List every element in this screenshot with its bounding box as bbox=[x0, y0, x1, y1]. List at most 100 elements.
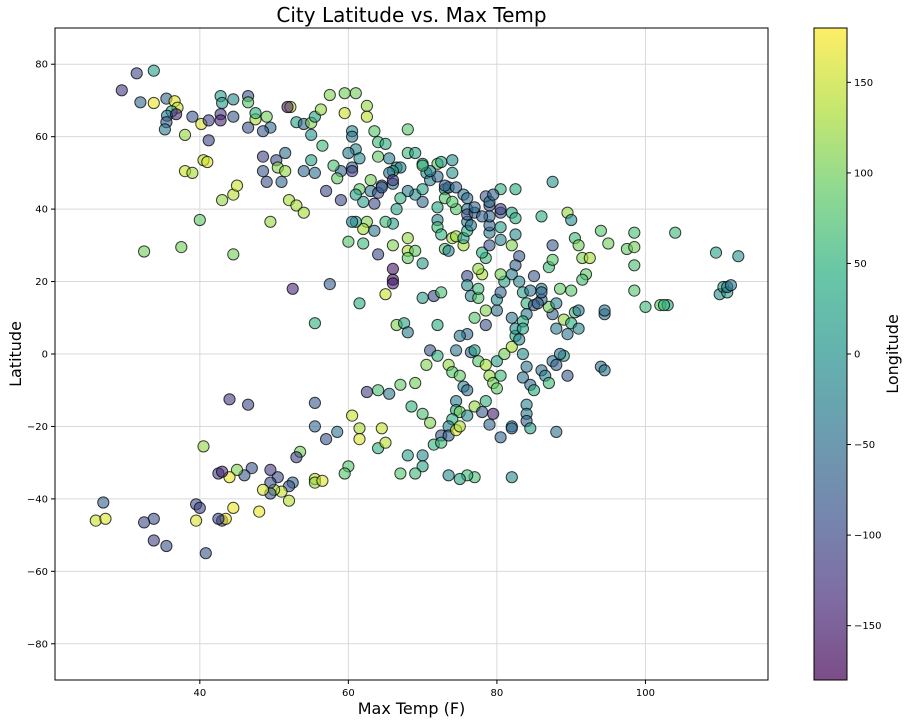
data-point bbox=[431, 349, 444, 362]
data-point bbox=[320, 184, 333, 198]
y-tick-label: 60 bbox=[35, 132, 48, 143]
data-point bbox=[550, 297, 563, 310]
data-point bbox=[316, 139, 329, 152]
data-point bbox=[565, 284, 578, 297]
data-point bbox=[99, 512, 112, 525]
data-point bbox=[282, 494, 296, 507]
data-point bbox=[416, 407, 429, 420]
data-point bbox=[201, 155, 214, 169]
data-point bbox=[416, 460, 429, 473]
data-point bbox=[230, 463, 244, 476]
data-point bbox=[297, 206, 310, 219]
data-point bbox=[134, 96, 147, 109]
data-point bbox=[628, 259, 641, 272]
data-point bbox=[505, 422, 518, 435]
data-point bbox=[368, 197, 381, 210]
data-point bbox=[435, 228, 448, 241]
data-point bbox=[669, 226, 682, 239]
data-point bbox=[308, 317, 321, 330]
data-point bbox=[242, 121, 255, 134]
data-point bbox=[160, 539, 173, 553]
data-point bbox=[494, 286, 507, 299]
data-point bbox=[346, 130, 359, 143]
data-point bbox=[147, 64, 160, 77]
data-point bbox=[468, 344, 481, 357]
data-point bbox=[264, 215, 277, 228]
data-point bbox=[253, 505, 266, 518]
data-point bbox=[290, 199, 303, 212]
data-point bbox=[461, 192, 474, 205]
data-point bbox=[349, 188, 362, 201]
data-point bbox=[401, 232, 414, 245]
grid bbox=[55, 28, 768, 680]
data-point bbox=[524, 422, 537, 435]
y-tick-label: −20 bbox=[27, 422, 48, 433]
data-point bbox=[308, 396, 321, 409]
data-point bbox=[561, 328, 574, 341]
data-point bbox=[256, 150, 270, 163]
data-point bbox=[468, 201, 481, 214]
data-point bbox=[316, 474, 329, 487]
data-point bbox=[138, 516, 151, 529]
data-point bbox=[158, 123, 171, 136]
data-point bbox=[327, 159, 340, 172]
data-point bbox=[360, 385, 373, 399]
data-point bbox=[256, 125, 270, 138]
data-point bbox=[505, 311, 518, 324]
x-axis-title: Max Temp (F) bbox=[358, 699, 466, 718]
data-point bbox=[281, 100, 294, 114]
data-point bbox=[386, 277, 399, 290]
data-point bbox=[490, 382, 503, 395]
data-point bbox=[178, 128, 192, 141]
data-point bbox=[275, 175, 288, 188]
data-point bbox=[342, 146, 355, 160]
data-point bbox=[368, 125, 381, 138]
data-point bbox=[550, 358, 563, 371]
data-point bbox=[409, 376, 422, 390]
data-point bbox=[524, 284, 537, 297]
data-point bbox=[401, 326, 414, 339]
data-point bbox=[308, 420, 321, 433]
data-point bbox=[115, 84, 128, 97]
data-point bbox=[472, 262, 485, 275]
data-point bbox=[349, 87, 362, 100]
y-tick-label: 40 bbox=[35, 205, 48, 216]
data-point bbox=[383, 387, 396, 400]
data-point bbox=[409, 146, 422, 160]
data-point bbox=[535, 286, 548, 299]
data-point bbox=[516, 322, 530, 335]
colorbar-tick-label: 50 bbox=[854, 259, 867, 270]
data-point bbox=[394, 467, 407, 480]
data-point bbox=[386, 174, 399, 187]
y-tick-label: −40 bbox=[27, 494, 48, 505]
data-point bbox=[338, 467, 351, 480]
chart-title: City Latitude vs. Max Temp bbox=[276, 3, 546, 27]
data-point bbox=[732, 250, 745, 263]
data-point bbox=[487, 188, 500, 201]
data-point bbox=[331, 425, 344, 438]
data-point bbox=[461, 384, 474, 397]
data-point bbox=[249, 107, 262, 120]
data-point bbox=[379, 215, 392, 228]
y-tick-label: 80 bbox=[35, 60, 48, 71]
data-point bbox=[227, 248, 240, 261]
data-point bbox=[353, 433, 366, 446]
data-point bbox=[553, 347, 567, 361]
data-point bbox=[476, 246, 489, 259]
data-point bbox=[197, 440, 210, 453]
data-point bbox=[494, 233, 507, 246]
data-point bbox=[386, 262, 399, 275]
data-point bbox=[320, 433, 333, 446]
data-point bbox=[227, 501, 240, 514]
data-point bbox=[446, 154, 459, 167]
data-point bbox=[308, 166, 321, 179]
data-point bbox=[216, 194, 229, 207]
data-point bbox=[230, 179, 244, 192]
data-point bbox=[216, 465, 229, 478]
y-tick-label: −60 bbox=[27, 567, 48, 578]
data-point bbox=[401, 184, 414, 198]
data-point bbox=[386, 239, 399, 252]
data-point bbox=[416, 291, 429, 304]
data-point bbox=[138, 245, 151, 258]
